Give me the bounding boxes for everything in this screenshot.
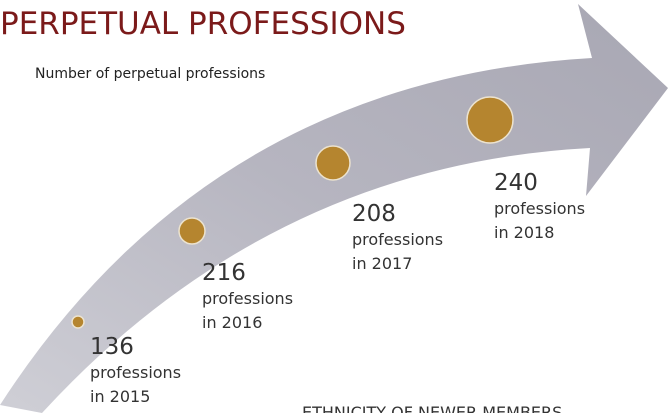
milestone-number: 240 xyxy=(494,170,538,196)
milestone-year: in 2018 xyxy=(494,223,554,242)
milestone-dot xyxy=(178,217,206,245)
milestone-year: in 2016 xyxy=(202,313,262,332)
footer-heading: ETHNICITY OF NEWER MEMBERS xyxy=(302,403,562,413)
milestone-unit: professions xyxy=(90,363,181,382)
milestone-dot xyxy=(71,315,85,329)
milestone-dot xyxy=(466,96,514,144)
title: PERPETUAL PROFESSIONS xyxy=(0,6,406,42)
milestone-year: in 2015 xyxy=(90,387,150,406)
milestone-unit: professions xyxy=(494,199,585,218)
milestone-unit: professions xyxy=(352,230,443,249)
milestone-year: in 2017 xyxy=(352,254,412,273)
milestone-unit: professions xyxy=(202,289,293,308)
milestone-number: 216 xyxy=(202,260,246,286)
milestone-number: 208 xyxy=(352,201,396,227)
subtitle: Number of perpetual professions xyxy=(35,66,265,82)
milestone-number: 136 xyxy=(90,334,134,360)
milestone-dot xyxy=(315,145,351,181)
